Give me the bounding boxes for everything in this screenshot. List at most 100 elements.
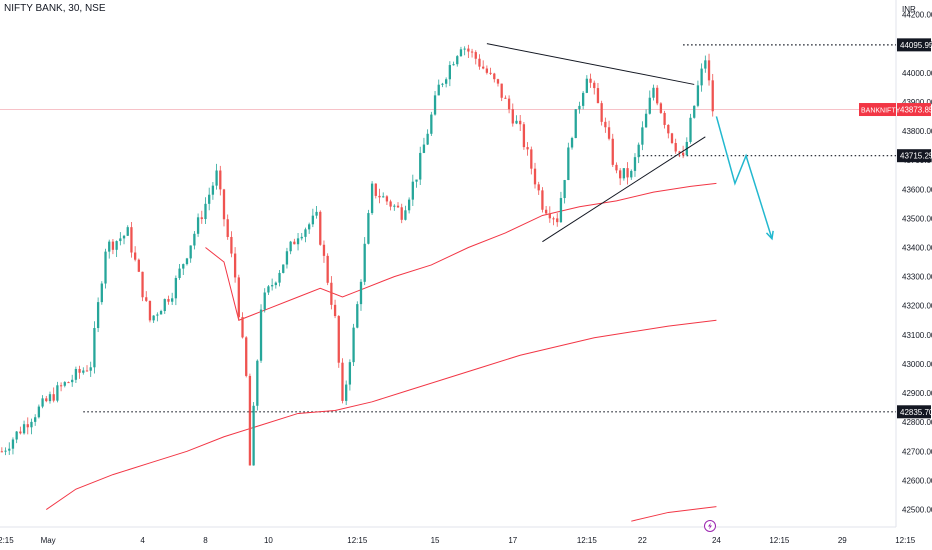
- candle: [100, 281, 103, 305]
- candle-body: [252, 405, 255, 466]
- candle-body: [385, 196, 389, 202]
- candle: [411, 174, 414, 206]
- candle: [115, 240, 118, 258]
- candle: [89, 361, 92, 377]
- time-tick-label: 22: [638, 536, 647, 545]
- price-tick-label: 44000.00: [902, 69, 932, 78]
- candle: [448, 61, 451, 87]
- candle: [570, 136, 574, 150]
- candle: [311, 208, 315, 228]
- candle: [196, 213, 200, 237]
- candle-body: [463, 48, 466, 50]
- time-axis: 12:15 May 4 8 10 12:15 15 17 12:15 22 24 12:15 29 12:…: [0, 536, 916, 545]
- candle: [419, 146, 422, 186]
- time-tick-label: 4: [140, 536, 145, 545]
- candle: [119, 232, 122, 246]
- candle-body: [41, 398, 44, 407]
- candle-body: [26, 424, 29, 428]
- candle: [93, 321, 96, 374]
- candle: [152, 315, 155, 323]
- candle: [67, 381, 70, 384]
- candle-body: [119, 238, 122, 242]
- candle: [648, 90, 651, 115]
- candle-body: [259, 309, 263, 361]
- time-tick-label: 8: [203, 536, 208, 545]
- candle: [641, 121, 644, 151]
- candle: [322, 240, 326, 263]
- candle: [63, 381, 66, 388]
- candle: [607, 120, 611, 141]
- candle-body: [430, 114, 433, 134]
- candle: [445, 77, 448, 88]
- candle-body: [237, 277, 240, 318]
- candle: [41, 395, 44, 409]
- candle: [200, 210, 203, 224]
- candle: [541, 187, 544, 213]
- candle: [248, 373, 252, 466]
- current-price-tag: [897, 103, 931, 117]
- price-tick-label: 42900.00: [902, 389, 932, 398]
- candle-body: [589, 78, 592, 83]
- level-tag: [897, 149, 931, 163]
- candle: [670, 132, 674, 145]
- candle: [0, 447, 3, 453]
- candle: [485, 65, 489, 75]
- level-tag: [897, 405, 931, 419]
- candle: [456, 55, 459, 67]
- candle: [644, 109, 648, 128]
- chart-title: NIFTY BANK, 30, NSE: [4, 3, 106, 14]
- candle-body: [115, 241, 118, 250]
- candle-body: [163, 299, 166, 312]
- candle-body: [226, 219, 229, 237]
- candle: [422, 137, 426, 154]
- candle-body: [411, 181, 414, 200]
- candle-body: [511, 109, 514, 124]
- candle: [141, 271, 144, 302]
- candle-body: [619, 170, 622, 179]
- candle-body: [674, 143, 677, 152]
- candle-body: [659, 103, 663, 113]
- candle: [519, 115, 522, 132]
- bolt-icon[interactable]: [704, 520, 716, 532]
- price-axis: 42500.00 42600.00 42700.00 42800.00 42900.00…: [859, 11, 932, 515]
- candle-body: [241, 317, 244, 338]
- price-tick-label: 43200.00: [902, 302, 932, 311]
- candle-body: [396, 205, 400, 208]
- candle-body: [315, 211, 318, 216]
- candle: [689, 113, 692, 144]
- candle-body: [652, 87, 655, 98]
- candle-body: [63, 382, 66, 386]
- candle-body: [108, 241, 111, 252]
- candle: [500, 83, 503, 102]
- candle-body: [604, 121, 607, 128]
- candle-body: [574, 109, 577, 139]
- time-tick-label: 24: [712, 536, 721, 545]
- candle-body: [630, 170, 633, 178]
- candle-body: [504, 97, 507, 99]
- candles: [0, 44, 714, 466]
- candle: [326, 253, 329, 286]
- candle-body: [82, 370, 85, 373]
- candle: [52, 387, 55, 403]
- candle: [470, 48, 474, 58]
- candle-body: [233, 253, 237, 278]
- candle: [596, 82, 600, 104]
- moving-average-line: [45, 319, 717, 510]
- candle-body: [500, 83, 503, 98]
- candle-body: [670, 133, 674, 144]
- candle-body: [448, 65, 451, 80]
- price-tick-label: 42500.00: [902, 506, 932, 515]
- candle: [319, 210, 322, 246]
- candle-body: [133, 252, 137, 260]
- candle-body: [489, 72, 492, 74]
- candle: [174, 275, 178, 306]
- candle: [45, 395, 48, 403]
- candle-body: [19, 431, 22, 434]
- candle: [474, 50, 477, 65]
- candle-body: [596, 88, 600, 104]
- candle: [426, 129, 429, 146]
- candle-body: [356, 304, 359, 328]
- candle: [96, 297, 100, 333]
- candle: [611, 133, 614, 168]
